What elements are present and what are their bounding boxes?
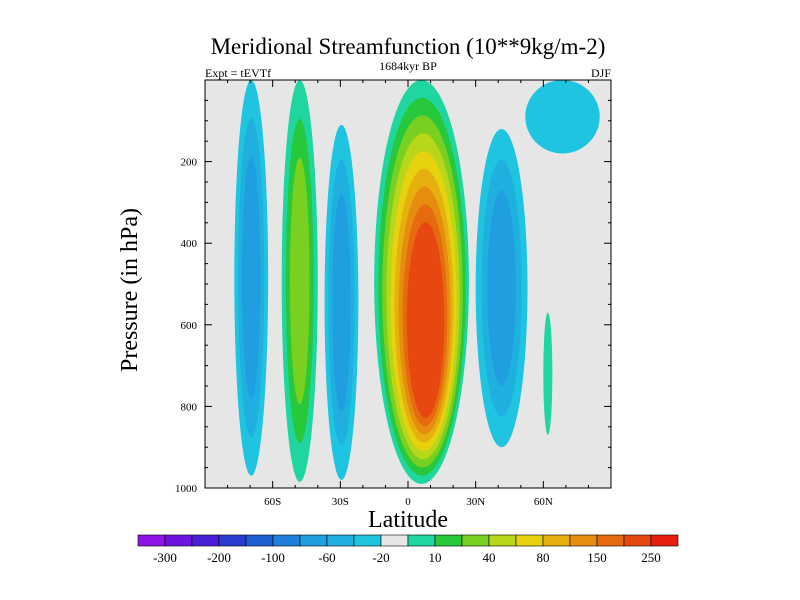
x-tick-label: 0 — [405, 496, 411, 508]
contour-southern-subtropical-negative — [324, 124, 359, 480]
contour-hadley-cell — [374, 80, 469, 484]
subtitle-right: DJF — [591, 66, 611, 80]
colorbar-swatch — [650, 534, 679, 547]
x-axis-label: Latitude — [368, 507, 448, 533]
colorbar-swatch — [407, 534, 436, 547]
colorbar-swatch — [191, 534, 220, 547]
contour-northern-polar-negative — [525, 80, 600, 154]
contour-southern-polar-cell — [234, 80, 269, 476]
colorbar-label: -200 — [207, 550, 231, 565]
colorbar-label: -20 — [372, 550, 389, 565]
colorbar-label: 40 — [483, 550, 496, 565]
colorbar-swatch — [245, 534, 274, 547]
colorbar-swatch — [569, 534, 598, 547]
colorbar-label: 80 — [537, 550, 550, 565]
colorbar-label: -100 — [261, 550, 285, 565]
axis-ticks: 60S 30S 0 30N 60N 200 400 600 800 1000 — [175, 80, 611, 508]
colorbar-label: -300 — [153, 550, 177, 565]
colorbar-label: -60 — [318, 550, 335, 565]
colorbar-swatch — [137, 534, 166, 547]
contour-northern-negative-cell — [475, 128, 528, 448]
colorbar-label: 150 — [587, 550, 607, 565]
contour-level — [241, 156, 261, 400]
chart-title: Meridional Streamfunction (10**9kg/m-2) — [211, 34, 606, 59]
colorbar-swatch — [488, 534, 517, 547]
contour-level — [487, 190, 516, 386]
contour-northern-positive-cell — [543, 312, 553, 435]
colorbar-swatch — [542, 534, 571, 547]
subtitle-left: Expt = tEVTf — [205, 66, 271, 80]
colorbar: -300 -200 -100 -60 -20 10 40 80 150 250 — [137, 534, 679, 565]
x-tick-label: 30S — [332, 496, 349, 508]
colorbar-label: 250 — [641, 550, 661, 565]
colorbar-swatch — [353, 534, 382, 547]
plot-area: 60S 30S 0 30N 60N 200 400 600 800 1000 — [175, 79, 612, 508]
y-tick-label: 200 — [181, 157, 198, 169]
colorbar-swatch — [380, 534, 409, 547]
colorbar-swatch — [515, 534, 544, 547]
contour-level — [543, 312, 553, 435]
contour-southern-ferrel-cell — [281, 80, 318, 482]
contour-level — [525, 80, 600, 154]
colorbar-swatch — [164, 534, 193, 547]
y-axis-label: Pressure (in hPa) — [117, 208, 143, 372]
contour-level — [406, 222, 445, 418]
x-tick-label: 30N — [466, 496, 485, 508]
colorbar-swatch — [596, 534, 625, 547]
y-tick-label: 1000 — [175, 483, 198, 495]
contour-fields — [234, 80, 600, 484]
colorbar-swatch — [299, 534, 328, 547]
colorbar-swatch — [326, 534, 355, 547]
colorbar-swatch — [434, 534, 463, 547]
colorbar-swatch — [218, 534, 247, 547]
y-tick-label: 400 — [181, 238, 198, 250]
colorbar-swatch — [623, 534, 652, 547]
colorbar-label: 10 — [429, 550, 442, 565]
contour-level — [289, 157, 310, 405]
y-tick-label: 600 — [181, 320, 198, 332]
x-tick-label: 60N — [534, 496, 553, 508]
y-tick-label: 800 — [181, 401, 198, 413]
colorbar-swatch — [272, 534, 301, 547]
contour-level — [332, 193, 351, 412]
subtitle-center: 1684kyr BP — [379, 59, 437, 73]
x-tick-label: 60S — [264, 496, 281, 508]
colorbar-swatch — [461, 534, 490, 547]
